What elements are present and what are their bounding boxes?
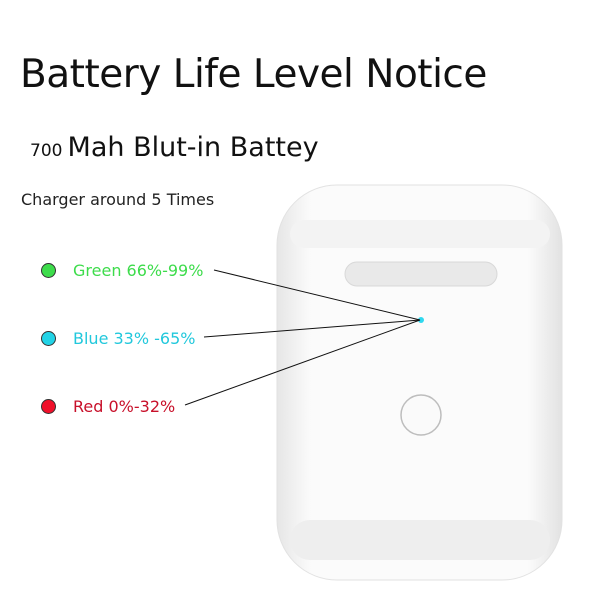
capacity-heading: 700 Mah Blut-in Battey (30, 132, 319, 163)
capacity-number: 700 (30, 141, 63, 161)
legend-label: Red 0%-32% (73, 397, 176, 416)
green-dot-icon (41, 263, 56, 278)
legend-item-green: Green 66%-99% (41, 261, 203, 280)
pointer-line-green (213, 269, 421, 321)
capacity-text: Mah Blut-in Battey (67, 132, 319, 163)
page-title: Battery Life Level Notice (20, 52, 487, 97)
legend-item-blue: Blue 33% -65% (41, 329, 195, 348)
status-led (418, 317, 424, 323)
blue-dot-icon (41, 331, 56, 346)
case-top-edge (290, 220, 550, 248)
charge-note: Charger around 5 Times (21, 190, 215, 209)
pairing-button (400, 394, 442, 436)
pointer-line-red (184, 319, 421, 406)
pointer-line-blue (203, 319, 421, 338)
case-bottom-edge (290, 520, 550, 560)
legend-item-red: Red 0%-32% (41, 397, 175, 416)
legend-label: Green 66%-99% (73, 261, 204, 280)
legend-label: Blue 33% -65% (73, 329, 196, 348)
red-dot-icon (41, 399, 56, 414)
hinge-slot (344, 261, 498, 287)
